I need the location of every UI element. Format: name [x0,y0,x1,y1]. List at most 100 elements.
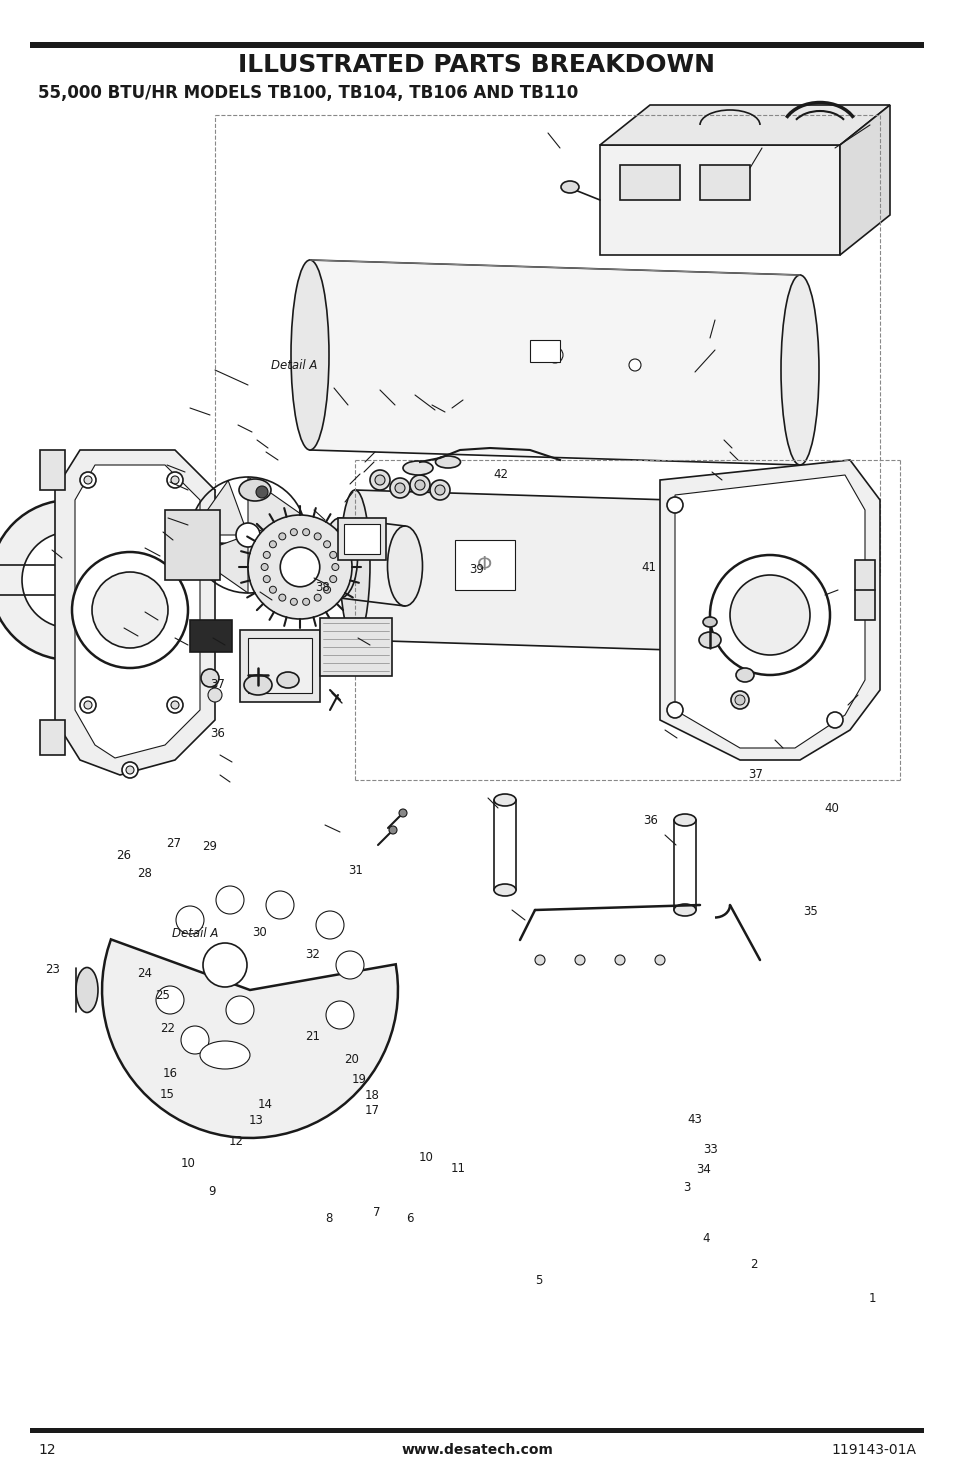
Circle shape [330,575,336,583]
Bar [344,524,379,555]
Text: 26: 26 [116,850,132,861]
Circle shape [263,552,270,559]
Circle shape [628,358,640,372]
Circle shape [0,500,150,659]
Circle shape [395,482,405,493]
Circle shape [203,943,247,987]
Polygon shape [248,476,302,535]
Circle shape [167,472,183,488]
Circle shape [71,552,188,668]
Circle shape [729,575,809,655]
Text: 55,000 BTU/HR MODELS TB100, TB104, TB106 AND TB110: 55,000 BTU/HR MODELS TB100, TB104, TB106… [38,84,578,102]
Circle shape [156,985,184,1013]
Circle shape [171,476,179,484]
Circle shape [261,563,268,571]
Text: 38: 38 [314,581,330,593]
Text: 37: 37 [210,678,225,690]
Text: www.desatech.com: www.desatech.com [400,1443,553,1457]
Circle shape [290,528,297,535]
Ellipse shape [402,462,433,475]
Ellipse shape [781,274,818,465]
Circle shape [370,471,390,490]
Circle shape [615,954,624,965]
Circle shape [278,594,286,602]
Text: ILLUSTRATED PARTS BREAKDOWN: ILLUSTRATED PARTS BREAKDOWN [238,53,715,77]
Ellipse shape [387,527,422,606]
Ellipse shape [239,479,271,502]
Ellipse shape [673,904,696,916]
Bar [40,450,65,490]
Circle shape [326,1002,354,1030]
Circle shape [302,528,310,535]
Text: 4: 4 [701,1233,709,1245]
Text: 8: 8 [325,1212,333,1224]
Bar [619,165,679,201]
Text: 39: 39 [469,563,484,575]
Circle shape [175,906,204,934]
Circle shape [323,541,331,547]
Circle shape [201,670,219,687]
Polygon shape [310,260,800,465]
Circle shape [215,886,244,914]
Circle shape [269,586,276,593]
Circle shape [315,912,344,940]
Ellipse shape [435,456,460,468]
Text: Detail A: Detail A [172,928,218,940]
Ellipse shape [673,814,696,826]
Circle shape [332,563,338,571]
Circle shape [269,541,276,547]
Bar [40,720,65,755]
Text: 29: 29 [202,841,217,853]
Text: 3: 3 [682,1181,690,1193]
Circle shape [546,347,562,363]
Circle shape [80,698,96,712]
Text: 41: 41 [640,562,656,574]
Ellipse shape [702,617,717,627]
Circle shape [290,599,297,605]
Polygon shape [193,535,248,593]
Ellipse shape [322,518,357,597]
Polygon shape [599,145,840,255]
Bar [455,540,515,590]
Text: 23: 23 [45,963,60,975]
Bar [58,496,82,504]
Polygon shape [840,105,889,255]
Circle shape [655,954,664,965]
Ellipse shape [494,794,516,805]
Text: 13: 13 [248,1115,263,1127]
Text: 42: 42 [493,469,508,481]
Text: 10: 10 [418,1152,434,1164]
Circle shape [126,766,133,774]
Text: 27: 27 [166,838,181,850]
Text: 32: 32 [305,948,320,960]
Text: 40: 40 [823,802,839,814]
Bar [854,560,874,620]
Ellipse shape [720,502,749,652]
Circle shape [181,1027,209,1055]
Text: 36: 36 [642,814,658,826]
Circle shape [84,701,91,709]
Circle shape [390,478,410,499]
Bar [58,665,82,676]
Text: 2: 2 [749,1258,757,1270]
Circle shape [208,687,222,702]
Text: 28: 28 [137,867,152,879]
Circle shape [314,532,321,540]
Text: 12: 12 [229,1136,244,1148]
Text: 6: 6 [406,1212,414,1224]
Ellipse shape [276,673,298,687]
Circle shape [22,532,118,628]
Text: 119143-01A: 119143-01A [830,1443,915,1457]
Text: 35: 35 [802,906,818,917]
Circle shape [666,497,682,513]
Bar [700,165,749,201]
Text: 1: 1 [868,1292,876,1304]
Text: 15: 15 [159,1089,174,1100]
Text: 7: 7 [373,1207,380,1218]
Text: 11: 11 [450,1162,465,1174]
Circle shape [226,996,253,1024]
Ellipse shape [699,631,720,648]
Text: 43: 43 [686,1114,701,1125]
Circle shape [91,572,168,648]
Text: 10: 10 [180,1158,195,1170]
